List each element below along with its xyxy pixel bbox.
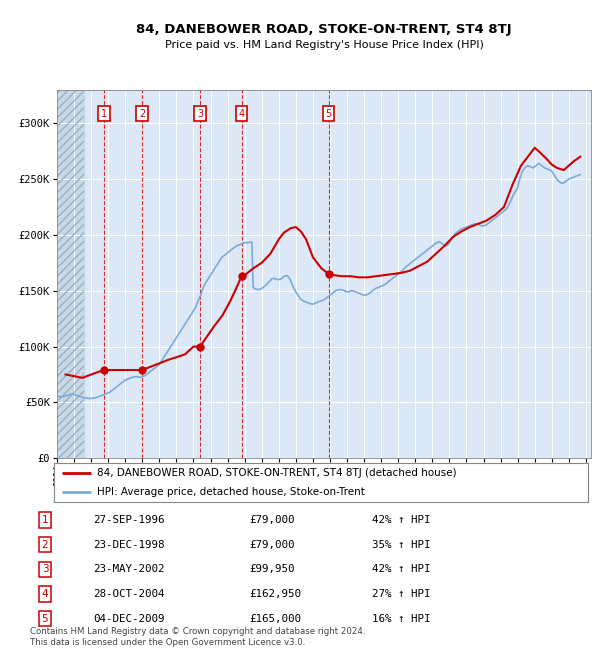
Text: 28-OCT-2004: 28-OCT-2004 bbox=[93, 589, 164, 599]
Text: 3: 3 bbox=[41, 564, 49, 575]
Text: 5: 5 bbox=[41, 614, 49, 624]
Text: 1: 1 bbox=[101, 109, 107, 119]
Text: £79,000: £79,000 bbox=[249, 515, 295, 525]
Text: 4: 4 bbox=[41, 589, 49, 599]
Text: Contains HM Land Registry data © Crown copyright and database right 2024.
This d: Contains HM Land Registry data © Crown c… bbox=[30, 627, 365, 647]
Text: Price paid vs. HM Land Registry's House Price Index (HPI): Price paid vs. HM Land Registry's House … bbox=[164, 40, 484, 51]
Text: 42% ↑ HPI: 42% ↑ HPI bbox=[372, 564, 431, 575]
Text: 2: 2 bbox=[41, 540, 49, 550]
Bar bbox=[57, 90, 84, 458]
Text: 84, DANEBOWER ROAD, STOKE-ON-TRENT, ST4 8TJ (detached house): 84, DANEBOWER ROAD, STOKE-ON-TRENT, ST4 … bbox=[97, 469, 457, 478]
Text: 23-DEC-1998: 23-DEC-1998 bbox=[93, 540, 164, 550]
Text: 27-SEP-1996: 27-SEP-1996 bbox=[93, 515, 164, 525]
Text: 42% ↑ HPI: 42% ↑ HPI bbox=[372, 515, 431, 525]
Text: 4: 4 bbox=[239, 109, 245, 119]
Text: 04-DEC-2009: 04-DEC-2009 bbox=[93, 614, 164, 624]
Text: 35% ↑ HPI: 35% ↑ HPI bbox=[372, 540, 431, 550]
Text: £162,950: £162,950 bbox=[249, 589, 301, 599]
Text: £165,000: £165,000 bbox=[249, 614, 301, 624]
Text: 16% ↑ HPI: 16% ↑ HPI bbox=[372, 614, 431, 624]
Text: £79,000: £79,000 bbox=[249, 540, 295, 550]
Text: 2: 2 bbox=[139, 109, 145, 119]
Text: 23-MAY-2002: 23-MAY-2002 bbox=[93, 564, 164, 575]
Text: £99,950: £99,950 bbox=[249, 564, 295, 575]
Text: 27% ↑ HPI: 27% ↑ HPI bbox=[372, 589, 431, 599]
Text: HPI: Average price, detached house, Stoke-on-Trent: HPI: Average price, detached house, Stok… bbox=[97, 487, 365, 497]
Text: 3: 3 bbox=[197, 109, 203, 119]
Bar bbox=[57, 90, 84, 458]
Text: 1: 1 bbox=[41, 515, 49, 525]
Text: 5: 5 bbox=[325, 109, 332, 119]
Text: 84, DANEBOWER ROAD, STOKE-ON-TRENT, ST4 8TJ: 84, DANEBOWER ROAD, STOKE-ON-TRENT, ST4 … bbox=[136, 23, 512, 36]
